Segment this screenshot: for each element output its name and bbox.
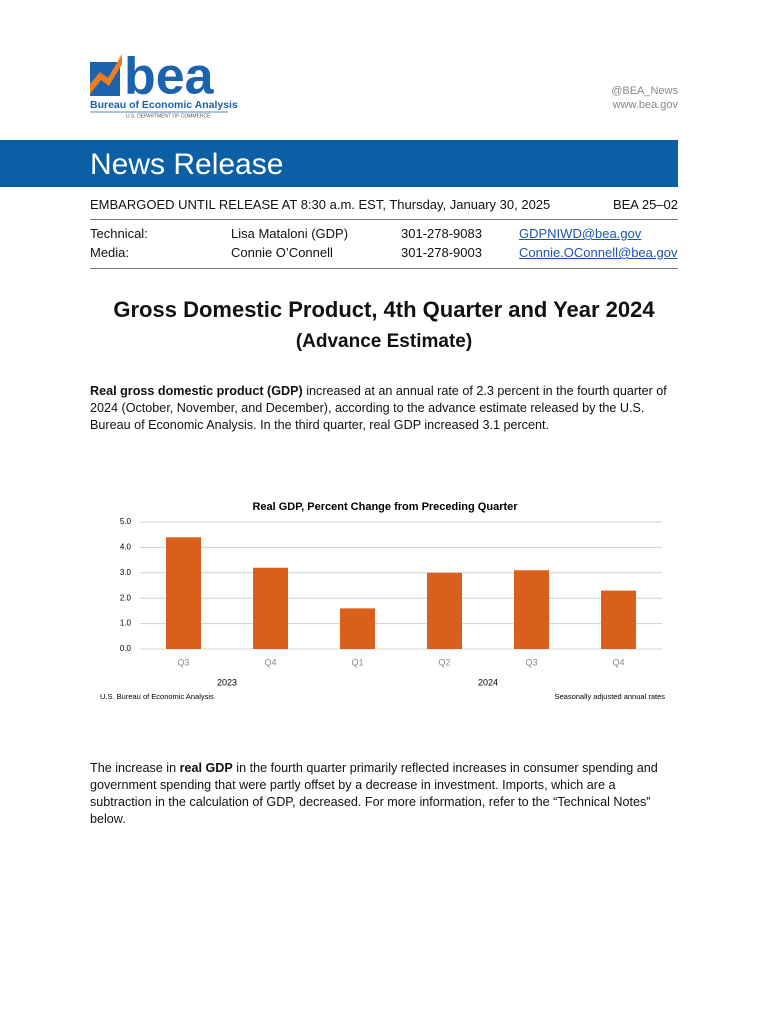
- twitter: @BEA_News: [611, 85, 678, 97]
- y-tick-label: 5.0: [120, 517, 132, 526]
- bar: [340, 608, 375, 649]
- contact-email[interactable]: Connie.OConnell@bea.gov: [519, 245, 678, 260]
- x-tick-label: Q4: [264, 657, 276, 667]
- logo: bea Bureau of Economic Analysis U.S. DEP…: [90, 48, 238, 119]
- bar: [514, 570, 549, 649]
- x-tick-label: Q4: [612, 657, 624, 667]
- logo-icon-orange: [90, 54, 122, 94]
- y-tick-label: 3.0: [120, 568, 132, 577]
- contact-name: Lisa Mataloni (GDP): [231, 226, 349, 241]
- chart-note: Seasonally adjusted annual rates: [555, 692, 666, 701]
- text: increased at an annual rate of 2.3 perce…: [90, 384, 667, 432]
- y-tick-label: 2.0: [120, 593, 132, 602]
- x-tick-label: Q3: [525, 657, 537, 667]
- rule: [90, 219, 678, 220]
- logo-word: bea: [124, 48, 215, 106]
- paragraph: Real gross domestic product (GDP) increa…: [90, 383, 670, 434]
- paragraph: The increase in real GDP in the fourth q…: [90, 760, 670, 828]
- chart: Real GDP, Percent Change from Preceding …: [100, 501, 666, 701]
- x-tick-label: Q1: [351, 657, 363, 667]
- contact-role: Technical:: [90, 226, 148, 241]
- banner-text: News Release: [90, 148, 284, 181]
- contact-phone: 301-278-9003: [401, 245, 482, 260]
- chart-source: U.S. Bureau of Economic Analysis: [100, 692, 214, 701]
- text: The increase in: [90, 761, 180, 775]
- contact-name: Connie O’Connell: [231, 245, 333, 260]
- x-tick-label: Q2: [438, 657, 450, 667]
- bar: [427, 572, 462, 649]
- title: Gross Domestic Product, 4th Quarter and …: [113, 297, 655, 322]
- contact-role: Media:: [90, 245, 130, 260]
- bar: [601, 590, 636, 649]
- chart-title: Real GDP, Percent Change from Preceding …: [252, 501, 518, 513]
- release-number: BEA 25–02: [612, 197, 678, 212]
- bold-text: Real gross domestic product (GDP): [90, 384, 303, 398]
- embargo: EMBARGOED UNTIL RELEASE AT 8:30 a.m. EST…: [90, 197, 551, 212]
- website: www.bea.gov: [612, 99, 678, 111]
- logo-org: Bureau of Economic Analysis: [90, 99, 238, 111]
- y-tick-label: 0.0: [120, 644, 132, 653]
- contact-phone: 301-278-9083: [401, 226, 482, 241]
- banner: [0, 140, 678, 187]
- rule: [90, 268, 678, 269]
- bar: [166, 537, 201, 649]
- bar: [253, 567, 288, 649]
- y-tick-label: 1.0: [120, 619, 132, 628]
- contact-email[interactable]: GDPNIWD@bea.gov: [519, 226, 642, 241]
- text: in the fourth quarter primarily reflecte…: [90, 761, 658, 826]
- bold-text: real GDP: [179, 761, 233, 775]
- x-group-label: 2024: [478, 677, 498, 687]
- logo-dept: U.S. DEPARTMENT OF COMMERCE: [126, 113, 211, 119]
- x-tick-label: Q3: [177, 657, 189, 667]
- x-group-label: 2023: [217, 677, 237, 687]
- y-tick-label: 4.0: [120, 543, 132, 552]
- subtitle: (Advance Estimate): [295, 331, 473, 352]
